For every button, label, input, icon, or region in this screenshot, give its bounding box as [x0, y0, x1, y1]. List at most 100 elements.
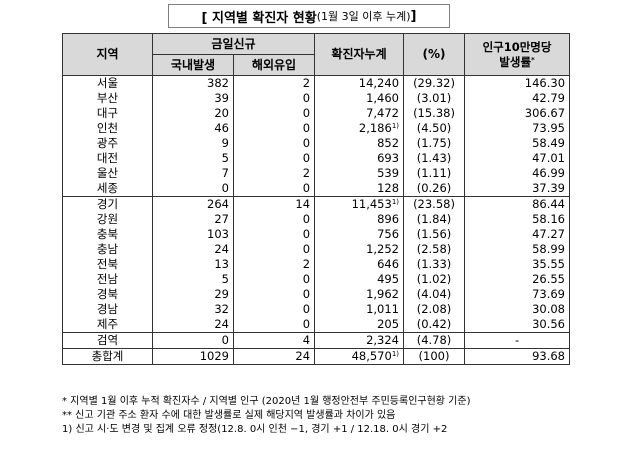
cell-rate: 37.39: [464, 181, 571, 197]
cell-percent: (1.02): [403, 272, 466, 287]
cell-domestic: 27: [152, 212, 234, 227]
cell-region: 대구: [62, 106, 153, 121]
cell-domestic: 5: [152, 272, 234, 287]
cell-percent: (1.84): [403, 212, 466, 227]
cell-percent: (2.08): [403, 302, 466, 317]
cell-rate: 42.79: [464, 91, 571, 106]
cell-percent: (2.58): [403, 242, 466, 257]
cell-rate: 306.67: [464, 106, 571, 121]
cell-imported: 0: [232, 272, 316, 287]
cell-domestic: 39: [152, 91, 234, 106]
cell-percent: (3.01): [403, 91, 466, 106]
cell-cumulative: 1,460: [314, 91, 405, 106]
cell-cumulative-value: 1,460: [366, 91, 400, 105]
cell-rate: 86.44: [464, 196, 571, 212]
cell-cumulative-value: 756: [377, 227, 400, 241]
cell-rate: 30.56: [464, 317, 571, 333]
cell-cumulative: 2,1861): [314, 121, 405, 136]
cell-rate: 58.99: [464, 242, 571, 257]
footnotes: * 지역별 1월 이후 누적 확진자수 / 지역별 인구 (2020년 1월 행…: [62, 395, 470, 437]
table-row: 부산 39 0 1,460 (3.01) 42.79: [62, 91, 571, 106]
cell-imported: 0: [232, 227, 316, 242]
cell-percent: (23.58): [403, 196, 466, 212]
cell-rate: 73.69: [464, 287, 571, 302]
cell-region: 세종: [62, 181, 153, 197]
footnote-3: 1) 신고 시·도 변경 및 집계 오류 정정(12.8. 0시 인천 −1, …: [62, 424, 448, 435]
cell-region: 검역: [62, 332, 153, 349]
cell-footnote-mark: 1): [391, 122, 400, 130]
table-row: 서울 382 2 14,240 (29.32) 146.30: [62, 75, 571, 91]
table-title-close: ]: [410, 8, 417, 24]
cell-cumulative: 1,962: [314, 287, 405, 302]
cell-cumulative: 7,472: [314, 106, 405, 121]
cell-cumulative: 11,4531): [314, 196, 405, 212]
cell-cumulative-value: 11,453: [351, 197, 392, 211]
cell-rate: 93.68: [464, 348, 571, 365]
header-incidence-rate: 인구10만명당 발생률*: [464, 33, 571, 76]
cell-cumulative: 896: [314, 212, 405, 227]
footnote-1: * 지역별 1월 이후 누적 확진자수 / 지역별 인구 (2020년 1월 행…: [62, 396, 471, 407]
table-row: 검역 0 4 2,324 (4.78) -: [62, 332, 571, 349]
cell-domestic: 29: [152, 287, 234, 302]
cell-cumulative-value: 14,240: [358, 76, 400, 90]
cell-region: 충남: [62, 242, 153, 257]
header-percent: (%): [403, 33, 466, 76]
table-row: 인천 46 0 2,1861) (4.50) 73.95: [62, 121, 571, 136]
table-row: 전남 5 0 495 (1.02) 26.55: [62, 272, 571, 287]
cell-region: 울산: [62, 166, 153, 181]
cell-cumulative-value: 1,962: [366, 287, 400, 301]
cell-imported: 0: [232, 136, 316, 151]
cell-imported: 4: [232, 332, 316, 349]
cell-domestic: 20: [152, 106, 234, 121]
table-row: 강원 27 0 896 (1.84) 58.16: [62, 212, 571, 227]
cell-cumulative: 693: [314, 151, 405, 166]
header-incidence-rate-line1: 인구10만명당: [482, 39, 552, 54]
table-row: 울산 7 2 539 (1.11) 46.99: [62, 166, 571, 181]
cell-domestic: 0: [152, 181, 234, 197]
cell-region: 제주: [62, 317, 153, 333]
cell-percent: (4.78): [403, 332, 466, 349]
cell-cumulative: 205: [314, 317, 405, 333]
cell-imported: 0: [232, 287, 316, 302]
cell-domestic: 1029: [152, 348, 234, 365]
cell-cumulative: 14,240: [314, 75, 405, 91]
cell-region: 경남: [62, 302, 153, 317]
cell-footnote-mark: 1): [391, 198, 400, 206]
cell-rate: 26.55: [464, 272, 571, 287]
cell-cumulative: 495: [314, 272, 405, 287]
cell-percent: (1.43): [403, 151, 466, 166]
cell-imported: 0: [232, 121, 316, 136]
cell-domestic: 46: [152, 121, 234, 136]
cell-region: 경기: [62, 196, 153, 212]
cell-imported: 0: [232, 302, 316, 317]
cell-cumulative-value: 539: [377, 166, 400, 180]
cell-rate: 35.55: [464, 257, 571, 272]
table-row: 전북 13 2 646 (1.33) 35.55: [62, 257, 571, 272]
header-cumulative: 확진자누계: [314, 33, 405, 76]
total-row: 총합계 1029 24 48,5701) (100) 93.68: [62, 348, 571, 365]
footnote-2: ** 신고 기관 주소 환자 수에 대한 발생률로 실제 해당지역 발생률과 차…: [62, 410, 396, 421]
cell-imported: 0: [232, 242, 316, 257]
cell-imported: 0: [232, 151, 316, 166]
cell-imported: 2: [232, 166, 316, 181]
cell-rate: 47.27: [464, 227, 571, 242]
cell-percent: (1.56): [403, 227, 466, 242]
cell-imported: 0: [232, 91, 316, 106]
cell-cumulative: 539: [314, 166, 405, 181]
header-new-today: 금일신규: [151, 33, 316, 55]
cell-domestic: 9: [152, 136, 234, 151]
cell-imported: 0: [232, 212, 316, 227]
cell-rate: 73.95: [464, 121, 571, 136]
table-row: 충남 24 0 1,252 (2.58) 58.99: [62, 242, 571, 257]
cell-cumulative-value: 896: [377, 212, 400, 226]
cell-cumulative-value: 495: [377, 272, 400, 286]
cell-imported: 0: [232, 317, 316, 333]
cell-region: 전북: [62, 257, 153, 272]
cell-cumulative: 756: [314, 227, 405, 242]
cell-domestic: 32: [152, 302, 234, 317]
cell-cumulative: 48,5701): [314, 348, 405, 365]
cell-rate: -: [464, 332, 571, 349]
cell-percent: (4.50): [403, 121, 466, 136]
cell-footnote-mark: 1): [391, 350, 400, 358]
cell-region: 총합계: [62, 348, 153, 365]
